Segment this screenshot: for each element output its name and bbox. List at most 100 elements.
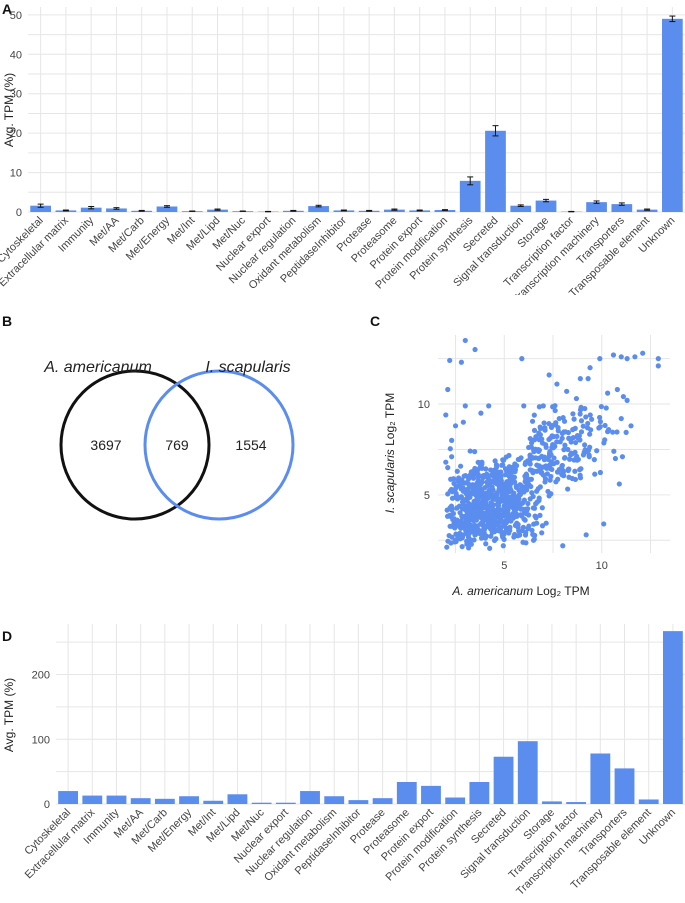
scatter-point (539, 530, 545, 536)
scatter-point (603, 405, 609, 411)
scatter-point (516, 487, 522, 493)
scatter-point (449, 454, 455, 460)
panel-a-bar-cytoskeletal (30, 205, 51, 212)
panel-a-bar-met-energy (156, 206, 178, 212)
scatter-point (517, 491, 524, 498)
scatter-point (488, 500, 494, 506)
scatter-point (553, 479, 559, 485)
scatter-point (496, 514, 502, 520)
scatter-point (561, 429, 567, 435)
scatter-point (560, 543, 566, 549)
scatter-point (458, 359, 464, 365)
scatter-point (543, 444, 549, 450)
scatter-point (534, 520, 540, 526)
scatter-point (466, 476, 472, 482)
scatter-point (443, 412, 449, 418)
panel-a-error-bar-extracellular-matrix (62, 209, 69, 212)
scatter-point (594, 448, 600, 454)
scatter-point (483, 533, 490, 539)
scatter-point (535, 486, 541, 492)
panel-a-bar-met-lipd (207, 209, 228, 212)
scatter-point (470, 507, 477, 513)
scatter-point (555, 428, 561, 434)
scatter-point (486, 403, 492, 409)
panel-d-y-axis-title: Avg. TPM (%) (2, 678, 16, 752)
scatter-point (578, 404, 584, 410)
panel-a-error-bar-storage (543, 198, 550, 203)
scatter-point (531, 536, 537, 542)
scatter-point (640, 350, 646, 356)
scatter-point (521, 403, 527, 409)
scatter-point (522, 461, 528, 467)
scatter-point (561, 418, 568, 424)
panel-a-error-bar-cytoskeletal (37, 203, 44, 208)
panel-d-bar-extracellular-matrix (82, 795, 103, 804)
scatter-point (447, 357, 453, 364)
scatter-point (559, 435, 565, 441)
scatter-point (468, 469, 474, 475)
panel-a-bar-oxidant-metabolism (308, 206, 329, 212)
scatter-point (567, 452, 573, 458)
panel-a-bar-protein-synthesis (459, 180, 481, 212)
scatter-point (517, 482, 523, 488)
scatter-point (601, 440, 607, 446)
scatter-point (611, 448, 617, 454)
scatter-point (491, 537, 498, 544)
scatter-point (452, 494, 459, 501)
scatter-point (536, 495, 542, 501)
scatter-point (539, 440, 546, 446)
scatter-point (562, 455, 568, 461)
scatter-y-tick-label: 10 (418, 399, 430, 411)
scatter-point (453, 485, 459, 491)
scatter-point (503, 517, 510, 523)
scatter-point (628, 423, 634, 429)
panel-a-error-bar-transporters (618, 202, 625, 206)
scatter-point (459, 544, 465, 550)
panel-d-bar-met-carb (154, 798, 175, 804)
scatter-point (578, 429, 585, 435)
venn-i-scapularis-only-count: 1554 (235, 437, 266, 453)
scatter-point (565, 446, 571, 453)
panel-a-bar-storage (535, 200, 557, 212)
scatter-point (597, 469, 603, 476)
panel-a-bar-protein-modification (434, 210, 456, 212)
scatter-point (468, 541, 474, 547)
panel-a-bar-proteasome (384, 209, 405, 212)
panel-a-error-bar-signal-transduction (517, 204, 524, 207)
panel-a-bar-chart: A Avg. TPM (%) CytoskeletalExtracellular… (0, 1, 685, 295)
scatter-point (502, 466, 509, 472)
scatter-point (512, 469, 518, 475)
scatter-point (574, 453, 580, 459)
scatter-point (471, 537, 477, 543)
scatter-point (614, 429, 620, 435)
scatter-point (496, 478, 502, 484)
panel-a-error-bar-protease (366, 209, 373, 212)
venn-set-a-americanum-label: A. americanum (43, 359, 152, 376)
scatter-point (461, 473, 467, 479)
scatter-point (527, 435, 533, 442)
scatter-point (460, 501, 466, 507)
scatter-point (531, 449, 537, 455)
scatter-point (586, 454, 592, 460)
panel-d-bar-protein-synthesis (469, 781, 490, 804)
scatter-point (591, 457, 597, 463)
scatter-point (587, 365, 593, 371)
scatter-point (533, 501, 539, 507)
scatter-point (455, 478, 461, 484)
scatter-point (554, 381, 560, 387)
scatter-point (483, 541, 489, 547)
panel-d-bar-unknown (662, 631, 683, 804)
scatter-point (477, 530, 483, 536)
scatter-point (587, 431, 593, 437)
scatter-point (454, 505, 460, 511)
panel-a-y-tick-label: 50 (10, 10, 22, 22)
scatter-point (486, 519, 492, 526)
panel-a-bars (30, 15, 683, 213)
scatter-point (585, 420, 591, 427)
scatter-point (454, 468, 460, 474)
panel-a-grid (28, 7, 685, 213)
scatter-point (554, 469, 561, 475)
scatter-point (577, 472, 583, 478)
panel-a-bar-transposable-element (636, 209, 658, 212)
scatter-point (552, 403, 558, 409)
